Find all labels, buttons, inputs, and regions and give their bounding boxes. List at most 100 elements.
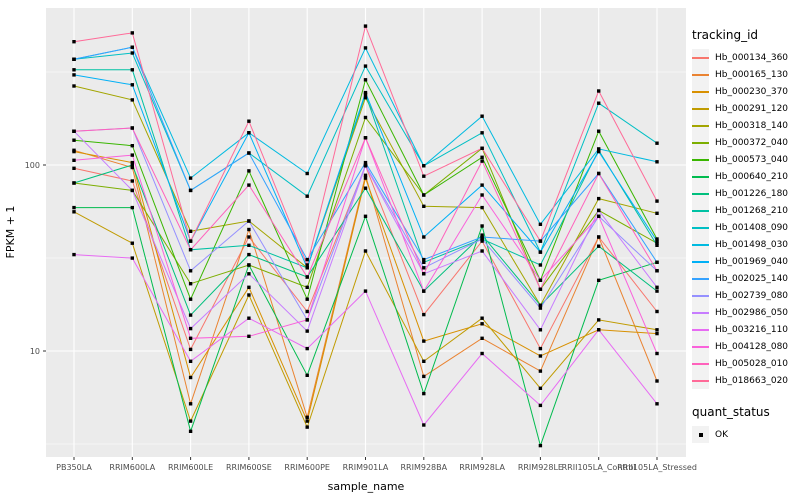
legend-key-box (692, 168, 709, 185)
legend-line-swatch (692, 57, 709, 59)
data-point (188, 269, 193, 273)
legend-item-label: Hb_005028_010 (715, 358, 789, 369)
legend: tracking_id Hb_000134_360 Hb_000165_130 Hb… (692, 28, 798, 443)
data-point (188, 297, 193, 301)
data-point (480, 114, 484, 118)
data-point (480, 193, 484, 197)
legend-item-Hb_000230_370: Hb_000230_370 (692, 83, 798, 100)
data-point (655, 351, 659, 356)
data-point (363, 24, 368, 28)
x-tick-label: RRIM600PE (284, 463, 330, 472)
data-point (655, 237, 659, 241)
data-point (538, 346, 543, 351)
legend-key-box (692, 134, 709, 151)
legend-key-box (692, 151, 709, 168)
legend-item-label: Hb_003216_110 (715, 324, 789, 335)
legend-key-box (692, 338, 709, 355)
legend-item-Hb_004128_080: Hb_004128_080 (692, 338, 798, 355)
legend-line-swatch (692, 193, 709, 195)
data-point (597, 278, 601, 282)
data-point (247, 272, 251, 276)
data-point (72, 210, 76, 214)
data-point (363, 96, 368, 100)
data-point (422, 235, 426, 239)
legend-line-swatch (692, 380, 709, 382)
data-point (72, 68, 76, 72)
data-point (538, 303, 543, 307)
legend-item-label: Hb_001226_180 (715, 188, 789, 199)
data-point (305, 373, 309, 377)
legend-item-label: Hb_002986_050 (715, 307, 789, 318)
data-point (422, 423, 426, 427)
data-point (247, 316, 251, 320)
data-point (188, 336, 193, 340)
data-point (363, 173, 368, 177)
data-point (480, 336, 484, 340)
legend-item-label: Hb_000573_040 (715, 154, 789, 165)
data-point (247, 235, 251, 239)
legend-line-swatch (692, 261, 709, 263)
data-point (363, 164, 368, 168)
legend-line-swatch (692, 227, 709, 229)
data-point (480, 237, 484, 241)
y-tick-label-100: 100 (25, 161, 40, 170)
data-point (363, 64, 368, 68)
data-point (130, 51, 134, 55)
data-point (305, 194, 309, 198)
data-point (305, 171, 309, 176)
legend-item-label: Hb_000134_360 (715, 52, 789, 63)
data-point (480, 239, 484, 243)
legend-item-Hb_000573_040: Hb_000573_040 (692, 151, 798, 168)
x-tick-label: RRIM928LA (459, 463, 505, 472)
data-point (247, 219, 251, 223)
legend-item-Hb_000291_120: Hb_000291_120 (692, 100, 798, 117)
data-point (363, 289, 368, 293)
legend-item-label: Hb_004128_080 (715, 341, 789, 352)
legend-item-Hb_018663_020: Hb_018663_020 (692, 372, 798, 389)
legend-key-box (692, 304, 709, 321)
data-point (363, 46, 368, 50)
data-point (188, 229, 193, 233)
data-point (597, 214, 601, 218)
data-point (247, 293, 251, 297)
data-point (597, 89, 601, 93)
data-point (538, 443, 543, 448)
data-point (130, 160, 134, 165)
data-point (655, 379, 659, 383)
data-point (538, 386, 543, 390)
data-point (422, 164, 426, 168)
data-point (188, 326, 193, 331)
legend-line-swatch (692, 74, 709, 76)
y-tick-label-10: 10 (30, 347, 40, 356)
data-point (538, 222, 543, 226)
legend-item-Hb_001408_090: Hb_001408_090 (692, 219, 798, 236)
data-point (363, 115, 368, 120)
legend-title-quant-status: quant_status (692, 405, 770, 419)
legend-line-swatch (692, 312, 709, 314)
data-point (247, 119, 251, 123)
x-tick-label: RRIM600LA (109, 463, 155, 472)
data-point (247, 263, 251, 267)
legend-item-Hb_002986_050: Hb_002986_050 (692, 304, 798, 321)
legend-key-box (692, 83, 709, 100)
legend-key-box (692, 253, 709, 270)
data-point (188, 429, 193, 433)
legend-line-swatch (692, 108, 709, 110)
data-point (480, 233, 484, 237)
data-point (538, 369, 543, 373)
legend-line-swatch (692, 295, 709, 297)
data-point (247, 252, 251, 257)
data-point (188, 176, 193, 180)
x-tick-label: RRIM928LE (518, 463, 563, 472)
data-point (538, 403, 543, 408)
data-point (597, 171, 601, 176)
legend-item-Hb_000318_140: Hb_000318_140 (692, 117, 798, 134)
legend-item-Hb_001498_030: Hb_001498_030 (692, 236, 798, 253)
data-point (363, 186, 368, 190)
data-point (480, 183, 484, 187)
data-point (597, 196, 601, 201)
data-point (597, 149, 601, 154)
legend-key-box (692, 219, 709, 236)
legend-key-box (692, 202, 709, 219)
data-point (130, 83, 134, 87)
